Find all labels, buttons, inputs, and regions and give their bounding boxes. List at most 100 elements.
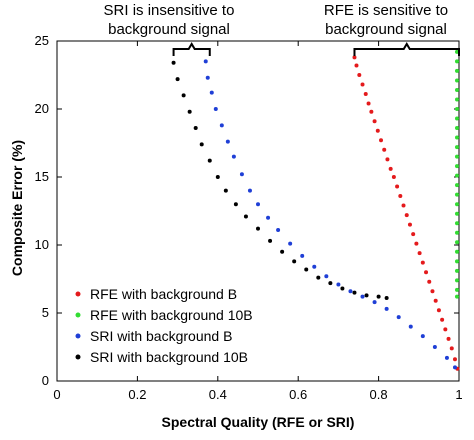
data-point xyxy=(213,107,218,111)
legend-marker xyxy=(75,291,81,297)
data-point xyxy=(324,274,329,279)
data-point xyxy=(225,139,230,144)
data-point xyxy=(454,78,459,83)
data-point xyxy=(372,119,377,124)
annotation-text: SRI is insensitive to xyxy=(104,2,235,19)
data-point xyxy=(401,203,406,208)
x-axis-label: Spectral Quality (RFE or SRI) xyxy=(162,414,355,430)
data-points xyxy=(171,49,460,371)
data-point xyxy=(357,73,362,77)
data-point xyxy=(432,345,437,349)
data-point xyxy=(430,289,435,294)
data-point xyxy=(328,281,333,286)
data-point xyxy=(454,154,459,159)
data-point xyxy=(312,264,317,269)
data-point xyxy=(454,230,459,235)
data-point xyxy=(205,75,210,80)
data-point xyxy=(420,334,425,339)
legend-marker xyxy=(75,312,81,318)
data-point xyxy=(175,77,180,82)
legend-marker xyxy=(75,333,81,339)
data-point xyxy=(454,59,459,64)
legend-label: RFE with background B xyxy=(90,286,237,302)
y-tick-label: 5 xyxy=(42,305,49,320)
x-tick-label: 0.4 xyxy=(209,387,227,402)
data-point xyxy=(376,294,381,299)
data-point xyxy=(404,213,409,218)
data-point xyxy=(440,317,445,322)
data-point xyxy=(454,202,459,207)
data-point xyxy=(384,296,389,301)
data-point xyxy=(454,287,459,292)
data-point xyxy=(354,63,359,68)
data-point xyxy=(171,60,176,65)
data-point xyxy=(454,116,459,121)
x-tick-label: 0.2 xyxy=(128,387,146,402)
data-point xyxy=(446,336,451,341)
data-point xyxy=(352,290,357,295)
plot-frame xyxy=(56,40,460,382)
data-point xyxy=(443,327,448,332)
data-point xyxy=(340,286,345,291)
data-point xyxy=(388,166,393,171)
data-point xyxy=(219,123,224,128)
data-point xyxy=(209,90,214,95)
data-point xyxy=(360,82,365,87)
x-tick-label: 0.6 xyxy=(289,387,307,402)
x-tick-label: 1 xyxy=(455,387,462,402)
data-point xyxy=(452,357,457,362)
data-point xyxy=(203,59,208,64)
y-tick-label: 0 xyxy=(42,373,49,388)
data-point xyxy=(256,226,260,231)
data-point xyxy=(231,154,236,159)
data-point xyxy=(454,68,459,73)
data-point xyxy=(454,259,459,264)
data-point xyxy=(454,183,459,188)
data-point xyxy=(411,232,416,237)
data-point xyxy=(266,215,271,220)
data-point xyxy=(239,172,244,177)
data-point xyxy=(280,249,285,254)
data-point xyxy=(247,188,252,193)
data-point xyxy=(420,260,425,265)
data-point xyxy=(363,92,368,97)
data-point xyxy=(391,175,396,179)
legend-label: SRI with background B xyxy=(90,328,232,344)
legend-label: RFE with background 10B xyxy=(90,307,253,323)
data-point xyxy=(454,135,459,140)
data-point xyxy=(199,142,204,147)
data-point xyxy=(375,128,380,133)
data-point xyxy=(454,192,459,197)
x-tick-label: 0.8 xyxy=(370,387,388,402)
data-point xyxy=(276,228,281,233)
data-point xyxy=(424,270,429,275)
data-point xyxy=(384,306,389,311)
data-point xyxy=(364,293,369,298)
data-point xyxy=(379,138,384,143)
data-point xyxy=(193,126,198,131)
data-point xyxy=(288,241,293,246)
data-point xyxy=(454,97,459,102)
annotation-text: background signal xyxy=(108,21,230,38)
data-point xyxy=(454,268,459,273)
y-tick-label: 15 xyxy=(35,169,49,184)
data-point xyxy=(407,222,412,227)
data-point xyxy=(207,158,212,163)
data-point xyxy=(444,355,449,360)
data-point xyxy=(454,211,459,216)
annotations: SRI is insensitive to background signal RF… xyxy=(104,2,460,56)
legend: RFE with background B RFE with background… xyxy=(75,286,253,365)
y-tick-label: 20 xyxy=(35,101,49,116)
y-axis-label: Composite Error (%) xyxy=(9,140,25,276)
data-point xyxy=(454,145,459,150)
annotation-bracket xyxy=(172,42,211,56)
data-point xyxy=(417,251,422,256)
data-point xyxy=(408,324,413,329)
data-point xyxy=(233,202,238,207)
data-point xyxy=(454,240,459,245)
data-point xyxy=(436,308,441,313)
data-point xyxy=(360,294,365,299)
data-point xyxy=(369,109,374,114)
